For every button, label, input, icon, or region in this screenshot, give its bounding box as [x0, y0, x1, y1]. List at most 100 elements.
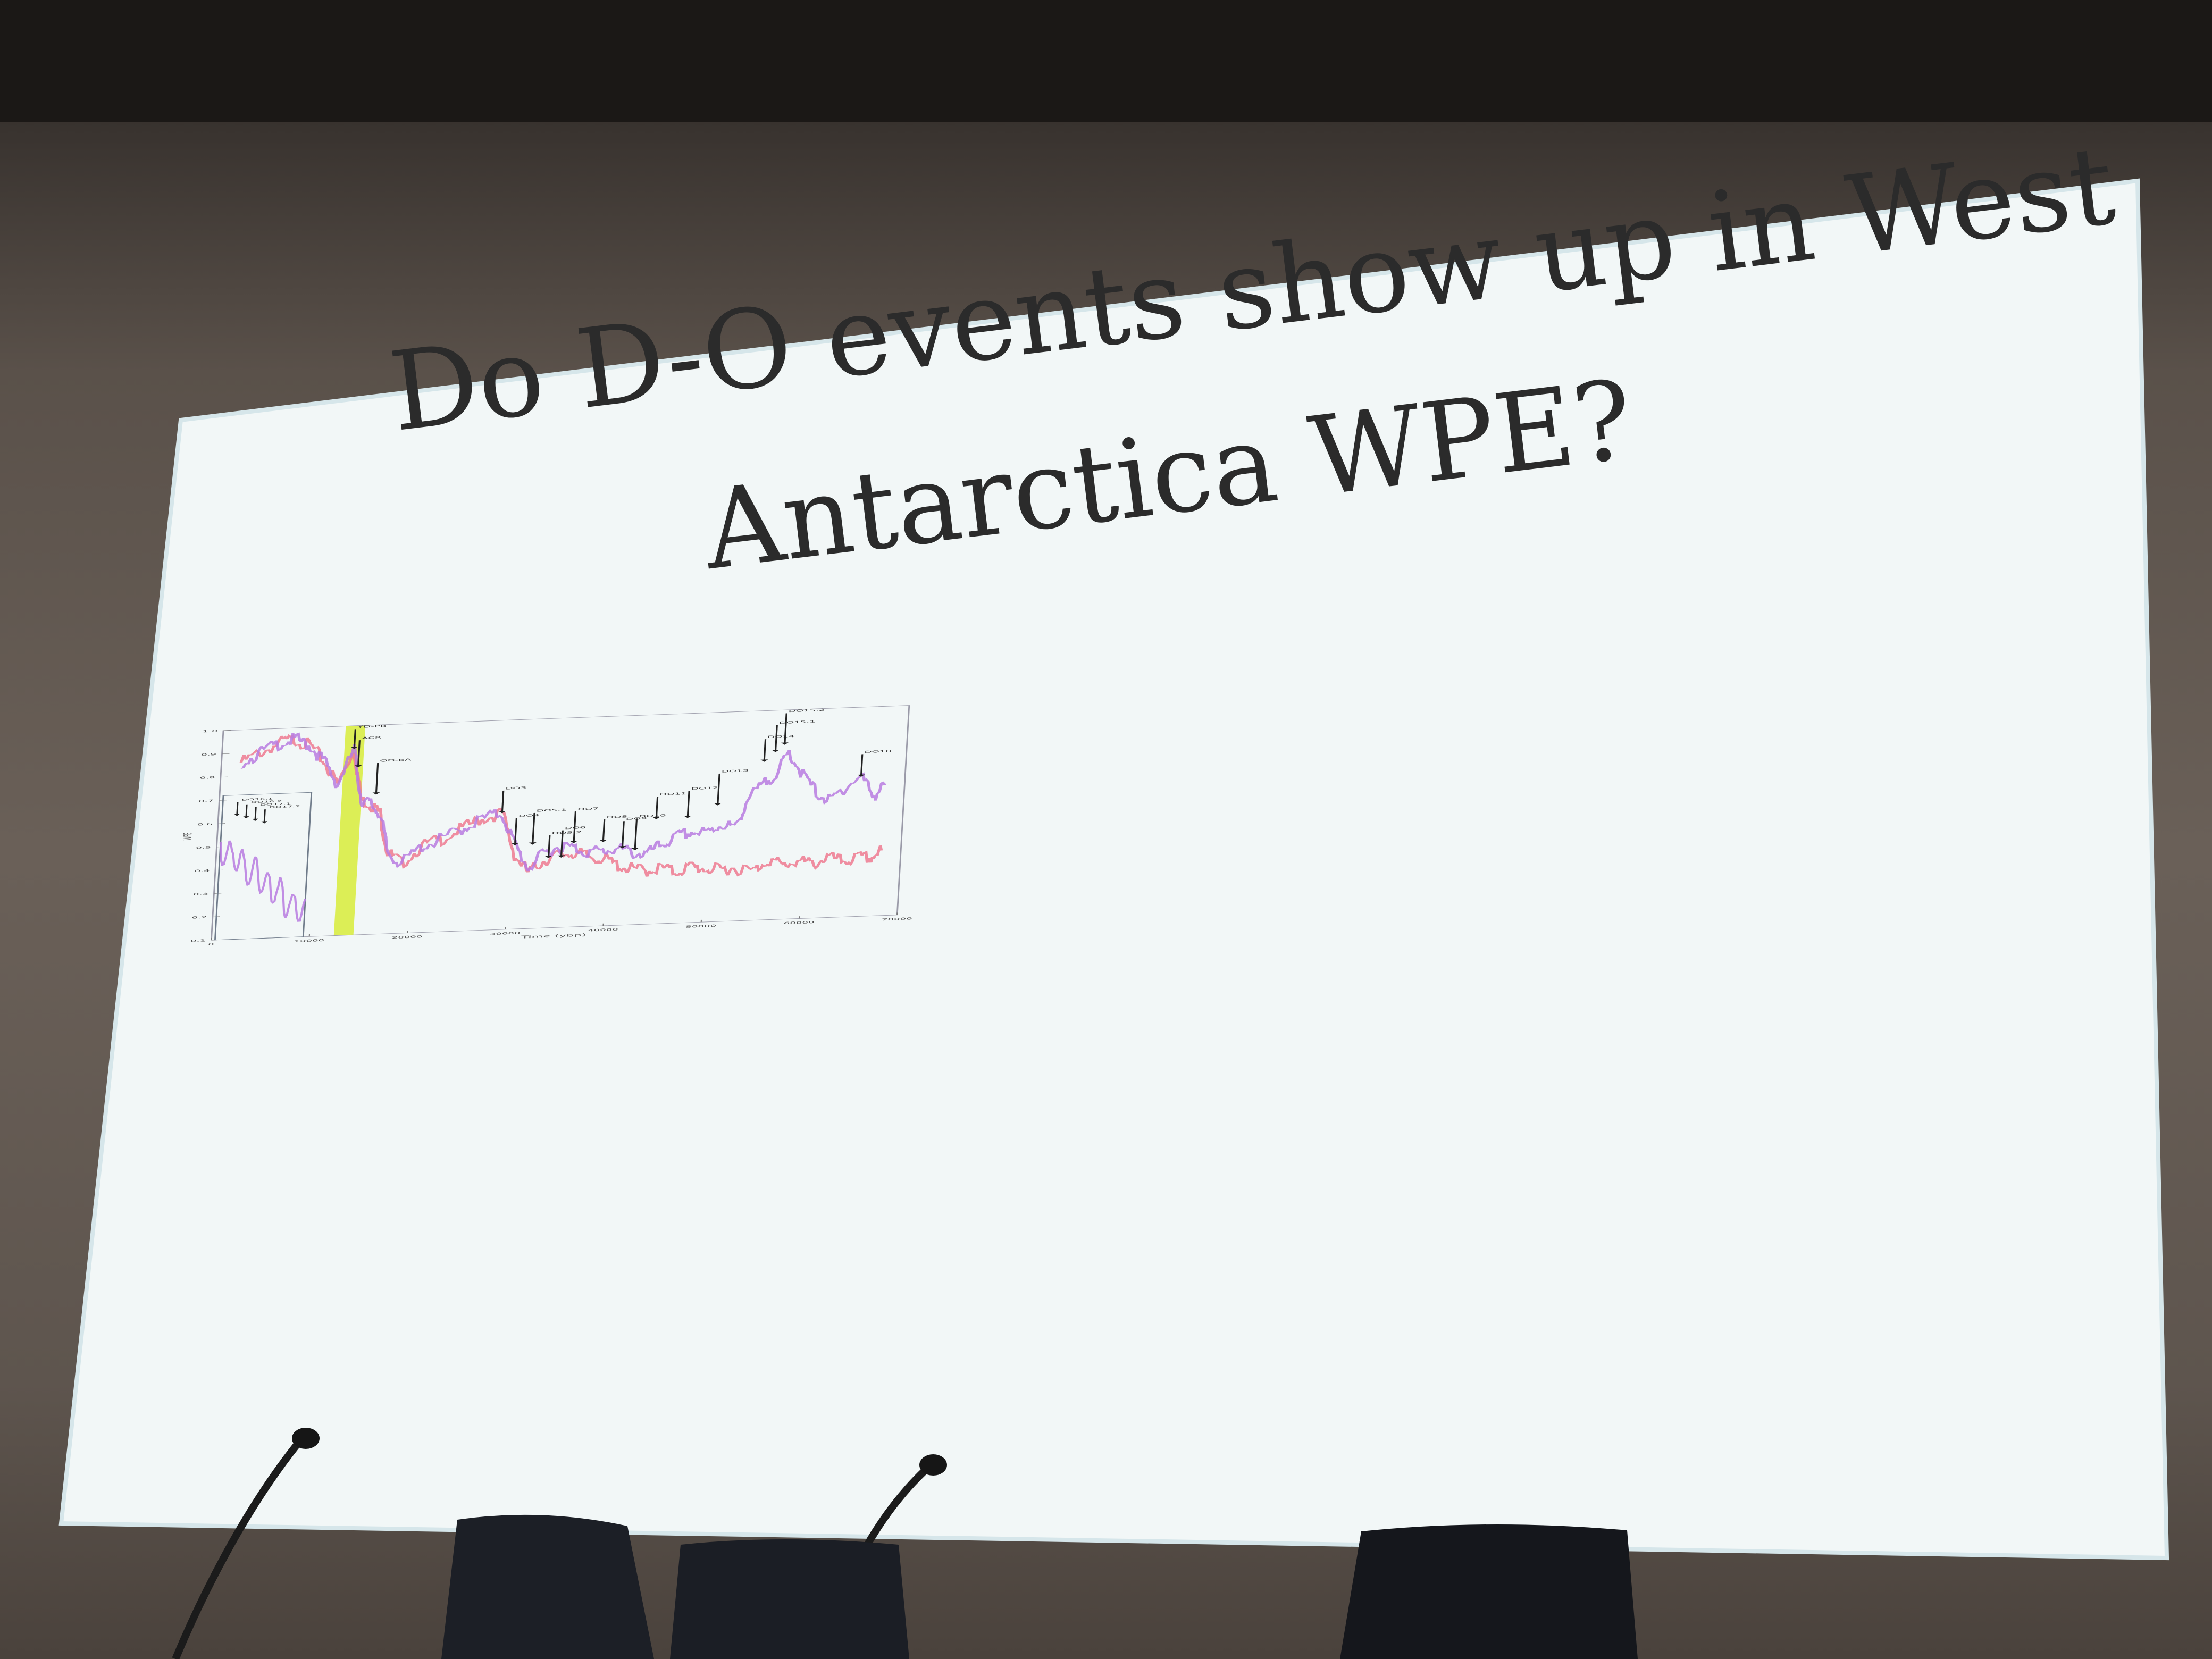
x-tick-label: 50000: [685, 924, 716, 928]
y-tick-label: 0.4: [194, 869, 210, 873]
series-line-1: [239, 734, 883, 877]
inset-label: DO16.1: [241, 797, 273, 801]
annotation-arrow-head: [544, 856, 552, 858]
annotation-arrow-head: [350, 747, 358, 749]
annotation-arrow-head: [354, 765, 362, 768]
annotation-arrow-line: [357, 740, 361, 766]
annotation-label: DO5.1: [537, 808, 567, 812]
x-tick-label: 10000: [294, 939, 324, 943]
inset-arrow-line: [245, 804, 248, 817]
annotation-label: OD-BA: [380, 758, 412, 763]
y-tick: [222, 753, 230, 755]
annotation-label: DO12: [691, 786, 719, 791]
chair-center: [670, 1539, 909, 1659]
annotation-label: DO18: [864, 750, 892, 754]
annotation-arrow-line: [634, 818, 638, 849]
annotation-label: DO11: [659, 792, 687, 796]
annotation-arrow-head: [599, 840, 607, 842]
y-tick: [223, 730, 231, 731]
inset-arrow-line: [254, 807, 257, 819]
annotation-arrow-head: [684, 816, 692, 818]
y-tick-label: 0.8: [199, 776, 215, 780]
annotation-arrow-head: [631, 848, 639, 850]
annotation-label: DO8: [606, 815, 627, 819]
annotation-arrow-head: [857, 774, 865, 777]
inset-arrow-head: [234, 814, 240, 816]
inset-arrow-head: [252, 818, 258, 822]
annotation-arrow-line: [353, 729, 356, 748]
inset-label: DO17.2: [269, 805, 301, 809]
annotation-arrow-line: [655, 797, 659, 818]
annotation-arrow-line: [560, 830, 564, 856]
y-tick-label: 0.2: [191, 916, 207, 919]
annotation-arrow-line: [860, 754, 864, 775]
y-tick-label: 0.7: [198, 799, 214, 803]
annotation-label: DO10: [639, 814, 666, 818]
ceiling: [0, 0, 2212, 122]
series-line-2: [240, 732, 887, 872]
annotation-arrow-line: [514, 818, 517, 844]
inset-arrow-head: [261, 821, 267, 824]
annotation-arrow-line: [602, 819, 606, 841]
microphone-left-stem: [172, 1441, 301, 1659]
annotation-arrow-head: [772, 750, 780, 752]
annotation-arrow-line: [775, 725, 778, 751]
annotation-label: DO3: [505, 786, 526, 791]
annotation-label: DO5.2: [551, 831, 582, 835]
x-tick-label: 0: [208, 943, 214, 946]
projected-slide: [61, 181, 2167, 1558]
inset-label: DO16.2: [250, 800, 282, 804]
annotation-arrow-head: [511, 843, 519, 845]
chair-left: [441, 1514, 654, 1659]
annotation-arrow-head: [618, 845, 626, 849]
x-tick-label: 30000: [490, 932, 521, 936]
annotation-arrow-line: [763, 739, 767, 760]
annotation-label: ACR: [362, 736, 382, 740]
annotation-label: DO4: [518, 814, 540, 818]
annotation-arrow-head: [781, 742, 789, 745]
x-tick-label: 70000: [882, 917, 912, 921]
annotation-arrow-head: [652, 817, 660, 819]
inset-frame: [214, 792, 313, 941]
annotation-label: DO15.1: [779, 720, 816, 725]
microphone-center-head: [919, 1454, 947, 1476]
y-tick-label: 0.6: [197, 823, 212, 826]
microphone-left-head: [292, 1428, 320, 1449]
y-tick-label: 0.1: [190, 939, 206, 943]
annotation-arrow-head: [372, 792, 380, 795]
inset-arrow-head: [243, 816, 249, 819]
annotation-arrow-head: [760, 759, 768, 762]
annotation-arrow-line: [717, 773, 720, 804]
y-tick-label: 0.3: [193, 892, 208, 896]
annotation-arrow-line: [784, 713, 787, 743]
annotation-arrow-line: [501, 790, 505, 812]
annotation-arrow-head: [498, 810, 506, 814]
x-tick-label: 20000: [391, 935, 422, 940]
annotation-arrow-line: [686, 791, 690, 817]
plot-frame: [211, 705, 910, 941]
annotation-arrow-line: [548, 835, 551, 857]
annotation-arrow-head: [570, 841, 578, 843]
y-tick-label: 0.5: [196, 846, 211, 850]
x-tick-label: 40000: [588, 928, 618, 932]
inset-series-line: [219, 840, 307, 922]
y-axis-label: WPE: [181, 833, 195, 841]
annotation-arrow-head: [529, 842, 537, 845]
annotation-arrow-head: [557, 855, 565, 858]
annotation-arrow-line: [573, 811, 576, 842]
annotation-label: DO14: [767, 734, 795, 739]
y-tick-label: 1.0: [203, 730, 218, 733]
chair-right: [1340, 1524, 1638, 1659]
annotation-label: DO7: [577, 807, 599, 811]
inset-arrow-line: [263, 809, 266, 822]
annotation-arrow-line: [375, 763, 379, 793]
annotation-arrow-line: [621, 821, 625, 847]
y-tick-label: 0.9: [201, 753, 216, 757]
annotation-label: YD-PB: [357, 724, 387, 728]
annotation-label: DO15.2: [789, 708, 825, 713]
inset-arrow-line: [236, 802, 239, 815]
annotation-arrow-head: [714, 803, 722, 806]
annotation-arrow-line: [532, 812, 535, 843]
inset-label: DO17.1: [259, 802, 291, 806]
